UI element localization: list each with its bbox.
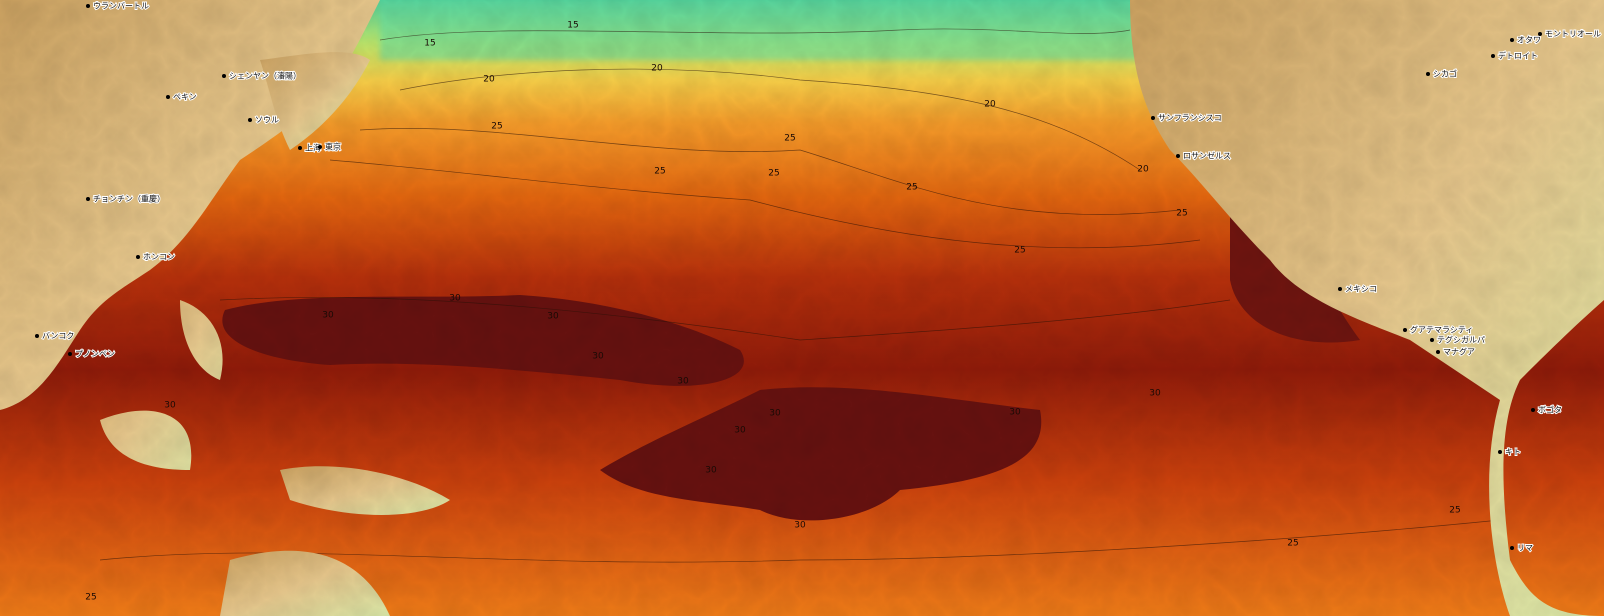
- city-dot: [1510, 38, 1514, 42]
- city-label: モントリオール: [1545, 30, 1601, 39]
- contour-label: 30: [769, 409, 781, 419]
- contour-label: 30: [592, 352, 604, 362]
- contour-label: 30: [164, 401, 176, 411]
- city-dot: [1538, 32, 1542, 36]
- city-label: ペキン: [173, 93, 197, 102]
- contour-label: 15: [567, 21, 578, 31]
- contour-label: 25: [1287, 539, 1298, 549]
- contour-label: 25: [1449, 506, 1460, 516]
- contour-label: 30: [1149, 389, 1161, 399]
- city-dot: [298, 146, 302, 150]
- city-dot: [35, 334, 39, 338]
- contour-label: 20: [984, 100, 996, 110]
- city-label: テグシガルパ: [1437, 335, 1485, 345]
- city-label: ソウル: [255, 116, 279, 125]
- contour-label: 25: [768, 169, 779, 179]
- contour-label: 25: [784, 134, 795, 144]
- city-label: オタワ: [1517, 36, 1541, 45]
- city-label: ホンコン: [143, 253, 175, 262]
- city-dot: [1436, 350, 1440, 354]
- city-dot: [318, 145, 322, 149]
- contour-label: 25: [1014, 246, 1025, 256]
- city-dot: [222, 74, 226, 78]
- contour-label: 25: [85, 593, 96, 603]
- city-dot: [1176, 154, 1180, 158]
- contour-label: 15: [424, 39, 435, 49]
- city-label: デトロイト: [1498, 51, 1538, 61]
- city-dot: [1151, 116, 1155, 120]
- contour-label: 25: [906, 183, 917, 193]
- city-label: リマ: [1517, 544, 1533, 553]
- contour-label: 30: [449, 294, 461, 304]
- city-label: ボゴタ: [1538, 405, 1562, 415]
- city-label: プノンペン: [75, 350, 115, 359]
- contour-label: 30: [794, 521, 806, 531]
- contour-label: 30: [1009, 408, 1021, 418]
- city-label: シカゴ: [1433, 69, 1457, 79]
- contour-label: 25: [654, 167, 665, 177]
- city-dot: [1498, 450, 1502, 454]
- city-dot: [1491, 54, 1495, 58]
- city-dot: [86, 197, 90, 201]
- contour-label: 20: [483, 75, 495, 85]
- city-label: シェンヤン（瀋陽）: [229, 71, 301, 81]
- city-label: ロサンゼルス: [1183, 151, 1231, 161]
- contour-label: 30: [677, 377, 689, 387]
- contour-label: 25: [1176, 209, 1187, 219]
- city-label: サンフランシスコ: [1158, 114, 1222, 123]
- contour-label: 25: [491, 122, 502, 132]
- city-label: マナグア: [1443, 347, 1475, 357]
- city-dot: [166, 95, 170, 99]
- contour-label: 30: [734, 426, 746, 436]
- city-dot: [1430, 338, 1434, 342]
- city-dot: [248, 118, 252, 122]
- city-label: バンコク: [42, 332, 74, 341]
- city-label: 東京: [325, 142, 341, 152]
- city-dot: [1338, 287, 1342, 291]
- city-dot: [1403, 328, 1407, 332]
- city-dot: [1426, 72, 1430, 76]
- city-label: グアテマラシティ: [1410, 325, 1473, 335]
- contour-label: 20: [1137, 165, 1149, 175]
- city-dot: [68, 352, 72, 356]
- city-label: メキシコ: [1345, 285, 1377, 294]
- city-label: ウランバートル: [93, 2, 149, 11]
- city-label: チョンチン（重慶）: [93, 194, 165, 204]
- city-label: キト: [1505, 448, 1521, 457]
- city-dot: [86, 4, 90, 8]
- city-dot: [1510, 546, 1514, 550]
- contour-label: 30: [322, 311, 334, 321]
- city-label: 上海: [305, 143, 321, 153]
- contour-label: 20: [651, 64, 663, 74]
- city-dot: [1531, 408, 1535, 412]
- city-dot: [136, 255, 140, 259]
- contour-label: 30: [547, 312, 559, 322]
- contour-label: 30: [705, 466, 717, 476]
